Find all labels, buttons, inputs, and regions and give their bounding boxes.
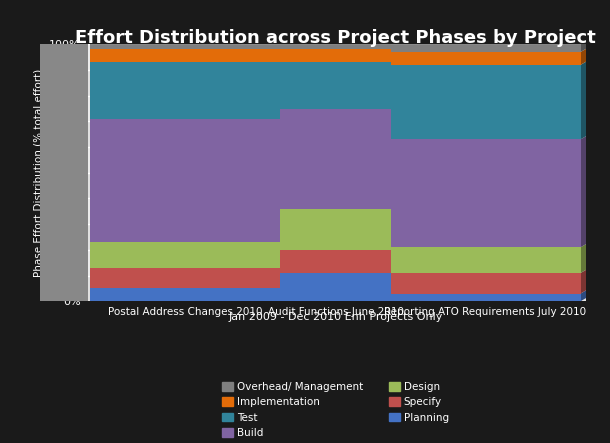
Text: Effort Distribution across Project Phases by Project: Effort Distribution across Project Phase… bbox=[75, 29, 596, 47]
Bar bbox=[90, 268, 281, 288]
Bar bbox=[85, 96, 586, 121]
Bar bbox=[240, 109, 431, 209]
Bar bbox=[240, 209, 431, 250]
Bar bbox=[390, 140, 581, 247]
Bar bbox=[90, 288, 281, 301]
Polygon shape bbox=[581, 287, 592, 301]
Bar bbox=[90, 44, 281, 50]
Polygon shape bbox=[431, 202, 442, 250]
Polygon shape bbox=[90, 38, 292, 44]
Polygon shape bbox=[431, 267, 442, 301]
Bar bbox=[90, 50, 281, 62]
Y-axis label: Phase Effort Distribution (% total effort): Phase Effort Distribution (% total effor… bbox=[34, 69, 43, 277]
Bar bbox=[390, 65, 581, 140]
Polygon shape bbox=[431, 43, 442, 62]
Polygon shape bbox=[431, 38, 442, 50]
Polygon shape bbox=[581, 133, 592, 247]
Bar bbox=[240, 273, 431, 301]
Bar bbox=[390, 294, 581, 301]
Bar bbox=[85, 121, 586, 147]
Bar bbox=[390, 44, 581, 52]
Bar bbox=[390, 247, 581, 273]
Bar bbox=[90, 62, 281, 119]
Bar bbox=[85, 250, 586, 276]
Bar bbox=[85, 224, 586, 250]
Polygon shape bbox=[240, 38, 442, 44]
Polygon shape bbox=[281, 38, 292, 50]
Bar bbox=[390, 52, 581, 65]
Polygon shape bbox=[281, 261, 292, 288]
Polygon shape bbox=[431, 244, 442, 273]
Bar bbox=[90, 119, 281, 242]
Bar bbox=[240, 62, 431, 109]
Polygon shape bbox=[581, 58, 592, 140]
Polygon shape bbox=[390, 38, 592, 44]
Polygon shape bbox=[581, 38, 592, 52]
Bar bbox=[240, 50, 431, 62]
Polygon shape bbox=[431, 102, 442, 209]
Bar bbox=[90, 242, 281, 268]
Bar bbox=[85, 70, 586, 96]
Polygon shape bbox=[281, 56, 292, 119]
Polygon shape bbox=[281, 282, 292, 301]
Polygon shape bbox=[281, 113, 292, 242]
Bar bbox=[85, 198, 586, 224]
Bar bbox=[240, 44, 431, 50]
Polygon shape bbox=[581, 267, 592, 294]
Legend: Overhead/ Management, Implementation, Test, Build, Design, Specify, Planning: Overhead/ Management, Implementation, Te… bbox=[222, 382, 449, 438]
Polygon shape bbox=[281, 43, 292, 62]
Bar bbox=[85, 147, 586, 173]
Polygon shape bbox=[281, 236, 292, 268]
Bar bbox=[85, 173, 586, 198]
Bar bbox=[85, 276, 586, 301]
Bar bbox=[85, 44, 586, 70]
Text: Jan 2009 - Dec 2010 Enh Projects Only: Jan 2009 - Dec 2010 Enh Projects Only bbox=[228, 312, 443, 323]
Polygon shape bbox=[581, 241, 592, 273]
Bar bbox=[390, 273, 581, 294]
Polygon shape bbox=[431, 56, 442, 109]
Polygon shape bbox=[581, 46, 592, 65]
Bar bbox=[240, 250, 431, 273]
